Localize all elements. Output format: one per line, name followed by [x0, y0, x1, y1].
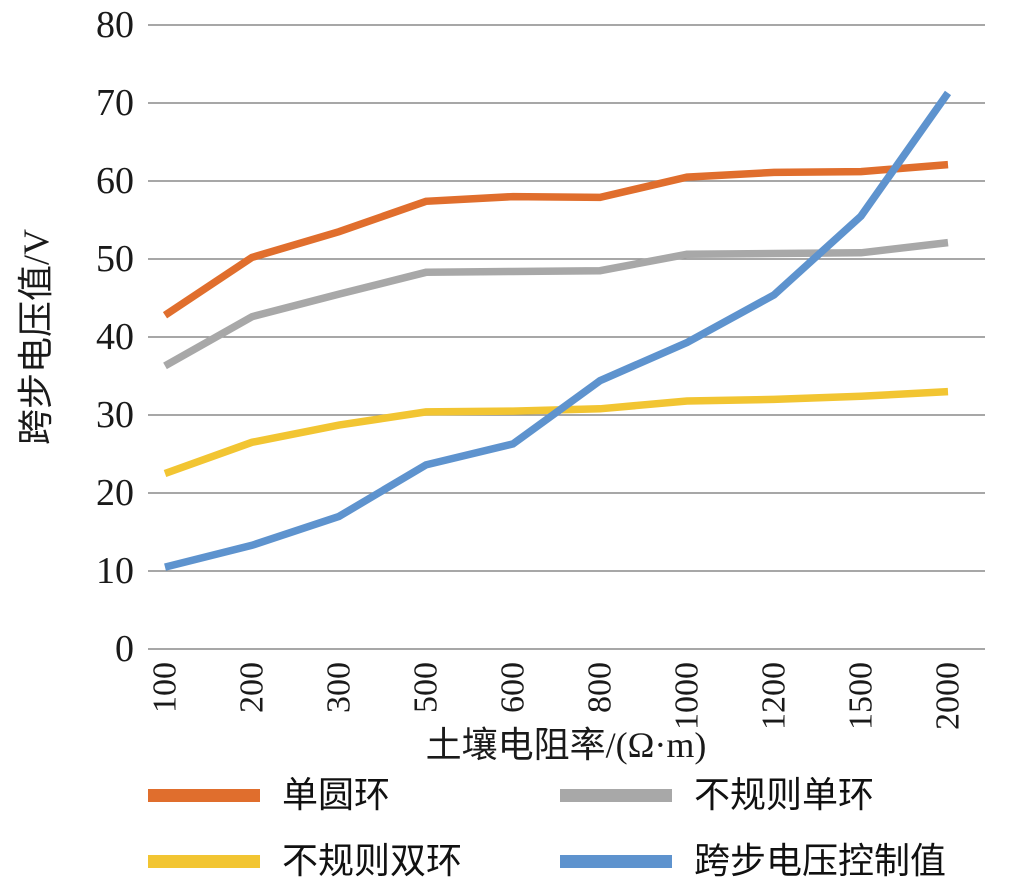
- legend-label: 跨步电压控制值: [694, 841, 947, 881]
- legend-item: 跨步电压控制值: [560, 841, 946, 881]
- svg-text:60: 60: [96, 160, 134, 202]
- legend-swatch: [148, 788, 260, 802]
- legend-item: 不规则单环: [560, 775, 874, 815]
- legend-swatch: [560, 854, 672, 868]
- svg-text:1200: 1200: [756, 662, 793, 730]
- svg-text:100: 100: [147, 662, 184, 713]
- svg-text:300: 300: [321, 662, 358, 713]
- legend-swatch: [560, 788, 672, 802]
- svg-text:80: 80: [96, 4, 134, 46]
- svg-text:500: 500: [408, 662, 445, 713]
- y-axis-title: 跨步电压值/V: [16, 229, 56, 445]
- svg-text:200: 200: [234, 662, 271, 713]
- x-axis-title: 土壤电阻率/(Ω·m): [426, 725, 707, 765]
- legend-label: 单圆环: [282, 775, 391, 815]
- svg-text:800: 800: [582, 662, 619, 713]
- legend-item: 不规则双环: [148, 841, 462, 881]
- legend-swatch: [148, 854, 260, 868]
- svg-text:50: 50: [96, 238, 134, 280]
- legend-label: 不规则单环: [694, 775, 875, 815]
- svg-text:0: 0: [115, 628, 134, 670]
- legend-label: 不规则双环: [282, 841, 463, 881]
- svg-text:20: 20: [96, 472, 134, 514]
- svg-text:40: 40: [96, 316, 134, 358]
- gridlines: [148, 24, 985, 650]
- svg-text:30: 30: [96, 394, 134, 436]
- y-axis-tick-labels: 0 10 20 30 40 50 60 70 80: [96, 4, 134, 670]
- svg-text:1500: 1500: [843, 662, 880, 730]
- x-axis-tick-labels: 100 200 300 500 600 800 1000 1200 1500 2000: [147, 662, 967, 730]
- series-lines: [162, 90, 952, 571]
- line-chart: 0 10 20 30 40 50 60 70 80 100 200 300 500 600 800 1000…: [16, 4, 985, 765]
- svg-text:2000: 2000: [930, 662, 967, 730]
- svg-text:10: 10: [96, 550, 134, 592]
- svg-text:1000: 1000: [669, 662, 706, 730]
- svg-text:600: 600: [495, 662, 532, 713]
- legend-item: 单圆环: [148, 775, 390, 815]
- svg-text:70: 70: [96, 82, 134, 124]
